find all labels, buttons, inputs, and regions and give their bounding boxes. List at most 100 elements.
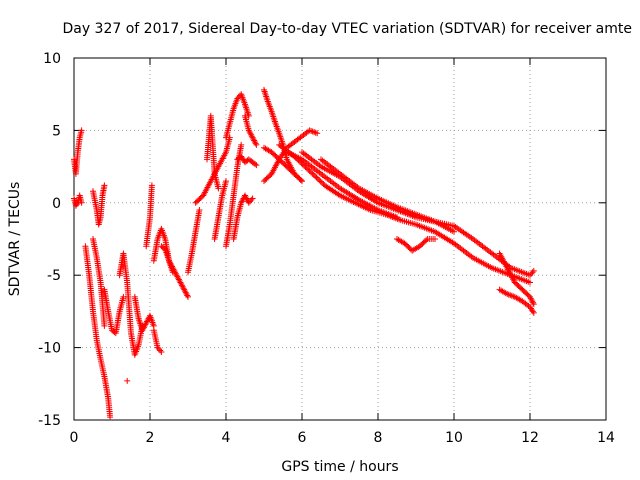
- y-tick-label: -10: [38, 341, 61, 357]
- data-point-marker: [312, 173, 319, 180]
- y-tick-label: 10: [43, 51, 61, 67]
- data-point-marker: [423, 237, 430, 244]
- series-arc-3: [82, 243, 114, 421]
- x-tick-label: 6: [298, 430, 307, 446]
- data-point-marker: [530, 299, 537, 306]
- series-arc-20: [230, 192, 256, 242]
- series-arc-24: [261, 127, 321, 185]
- series-arc-2: [71, 192, 85, 209]
- data-point-marker: [527, 272, 533, 279]
- series-arc-25: [261, 144, 305, 185]
- y-tick-label: -5: [47, 268, 61, 284]
- x-axis-label: GPS time / hours: [281, 459, 398, 475]
- series-arc-5: [90, 182, 108, 228]
- data-point-marker: [158, 348, 165, 355]
- data-point-marker: [394, 214, 400, 221]
- data-point-marker: [157, 347, 164, 354]
- series-arc-27: [283, 149, 400, 221]
- data-point-marker: [316, 177, 323, 184]
- data-point-marker: [310, 171, 317, 178]
- series-arc-1: [71, 127, 85, 177]
- chart-title: Day 327 of 2017, Sidereal Day-to-day VTE…: [62, 21, 632, 37]
- data-point-marker: [528, 270, 535, 277]
- series-arc-22: [242, 112, 260, 148]
- y-tick-label: 0: [52, 196, 61, 212]
- data-point-marker: [215, 185, 222, 192]
- series-arc-11: [124, 377, 131, 384]
- grid-lines: [74, 58, 606, 420]
- data-point-marker: [301, 162, 308, 169]
- data-point-marker: [249, 195, 256, 202]
- data-point-marker: [432, 236, 438, 242]
- series-arc-23: [261, 86, 305, 185]
- x-tick-label: 10: [445, 430, 463, 446]
- plot-frame: [73, 57, 607, 421]
- series-arc-31: [496, 250, 537, 308]
- data-point-marker: [252, 161, 259, 168]
- data-point-marker: [196, 207, 203, 214]
- series-arc-18: [223, 91, 252, 141]
- data-point-marker: [253, 141, 260, 148]
- data-point-marker: [248, 196, 255, 203]
- x-tick-label: 14: [597, 430, 615, 446]
- axis-ticks: [73, 57, 607, 421]
- data-point-marker: [73, 201, 80, 208]
- x-tick-label: 8: [374, 430, 383, 446]
- y-axis-label: SDTVAR / TECUs: [7, 182, 23, 297]
- data-point-marker: [245, 199, 252, 206]
- series-arc-21: [234, 153, 260, 169]
- data-point-marker: [451, 228, 457, 235]
- data-point-marker: [234, 95, 241, 102]
- series-arc-14: [185, 207, 203, 276]
- data-point-marker: [169, 269, 176, 276]
- data-point-marker: [306, 167, 313, 174]
- data-point-marker: [101, 182, 108, 189]
- series-arc-16: [204, 112, 222, 192]
- series-arc-10: [150, 327, 165, 355]
- data-point-marker: [530, 267, 537, 274]
- data-point-marker: [314, 175, 321, 182]
- y-tick-label: -15: [38, 413, 61, 429]
- data-point-marker: [247, 198, 254, 205]
- data-point-marker: [529, 308, 536, 315]
- data-point-marker: [317, 178, 324, 185]
- data-point-marker: [78, 199, 85, 206]
- data-point-marker: [154, 344, 161, 351]
- x-tick-labels: 0 2 4 6 8 10 12 14: [70, 430, 615, 446]
- data-point-marker: [314, 130, 321, 137]
- data-point-marker: [155, 346, 162, 353]
- data-point-marker: [299, 178, 305, 185]
- x-tick-label: 2: [146, 430, 155, 446]
- data-point-marker: [527, 279, 533, 286]
- data-point-marker: [313, 174, 320, 181]
- data-point-marker: [238, 141, 245, 148]
- data-point-marker: [307, 169, 314, 176]
- data-point-marker: [530, 301, 537, 308]
- data-point-marker: [309, 170, 316, 177]
- series-arc-29: [318, 156, 457, 235]
- series-arc-30: [394, 236, 438, 254]
- y-tick-labels: -15 -10 -5 0 5 10: [38, 51, 61, 429]
- series-arc-8: [131, 293, 157, 334]
- data-point-marker: [223, 178, 229, 185]
- data-point-marker: [529, 269, 536, 276]
- x-tick-label: 0: [70, 430, 79, 446]
- data-point-marker: [101, 322, 108, 329]
- series-arc-32: [496, 286, 537, 316]
- series-arc-6: [101, 286, 127, 337]
- y-tick-label: 5: [52, 123, 61, 139]
- data-point-marker: [302, 163, 309, 170]
- series-arc-13: [158, 243, 176, 276]
- data-point-marker: [148, 182, 155, 189]
- data-point-marker: [297, 176, 304, 183]
- data-point-marker: [253, 162, 260, 169]
- data-point-marker: [184, 292, 191, 299]
- data-point-marker: [252, 140, 259, 147]
- data-point-marker: [185, 293, 191, 300]
- data-point-marker: [319, 179, 326, 186]
- x-tick-label: 4: [222, 430, 231, 446]
- data-point-marker: [305, 166, 312, 173]
- data-point-marker: [303, 165, 310, 172]
- x-tick-label: 12: [521, 430, 539, 446]
